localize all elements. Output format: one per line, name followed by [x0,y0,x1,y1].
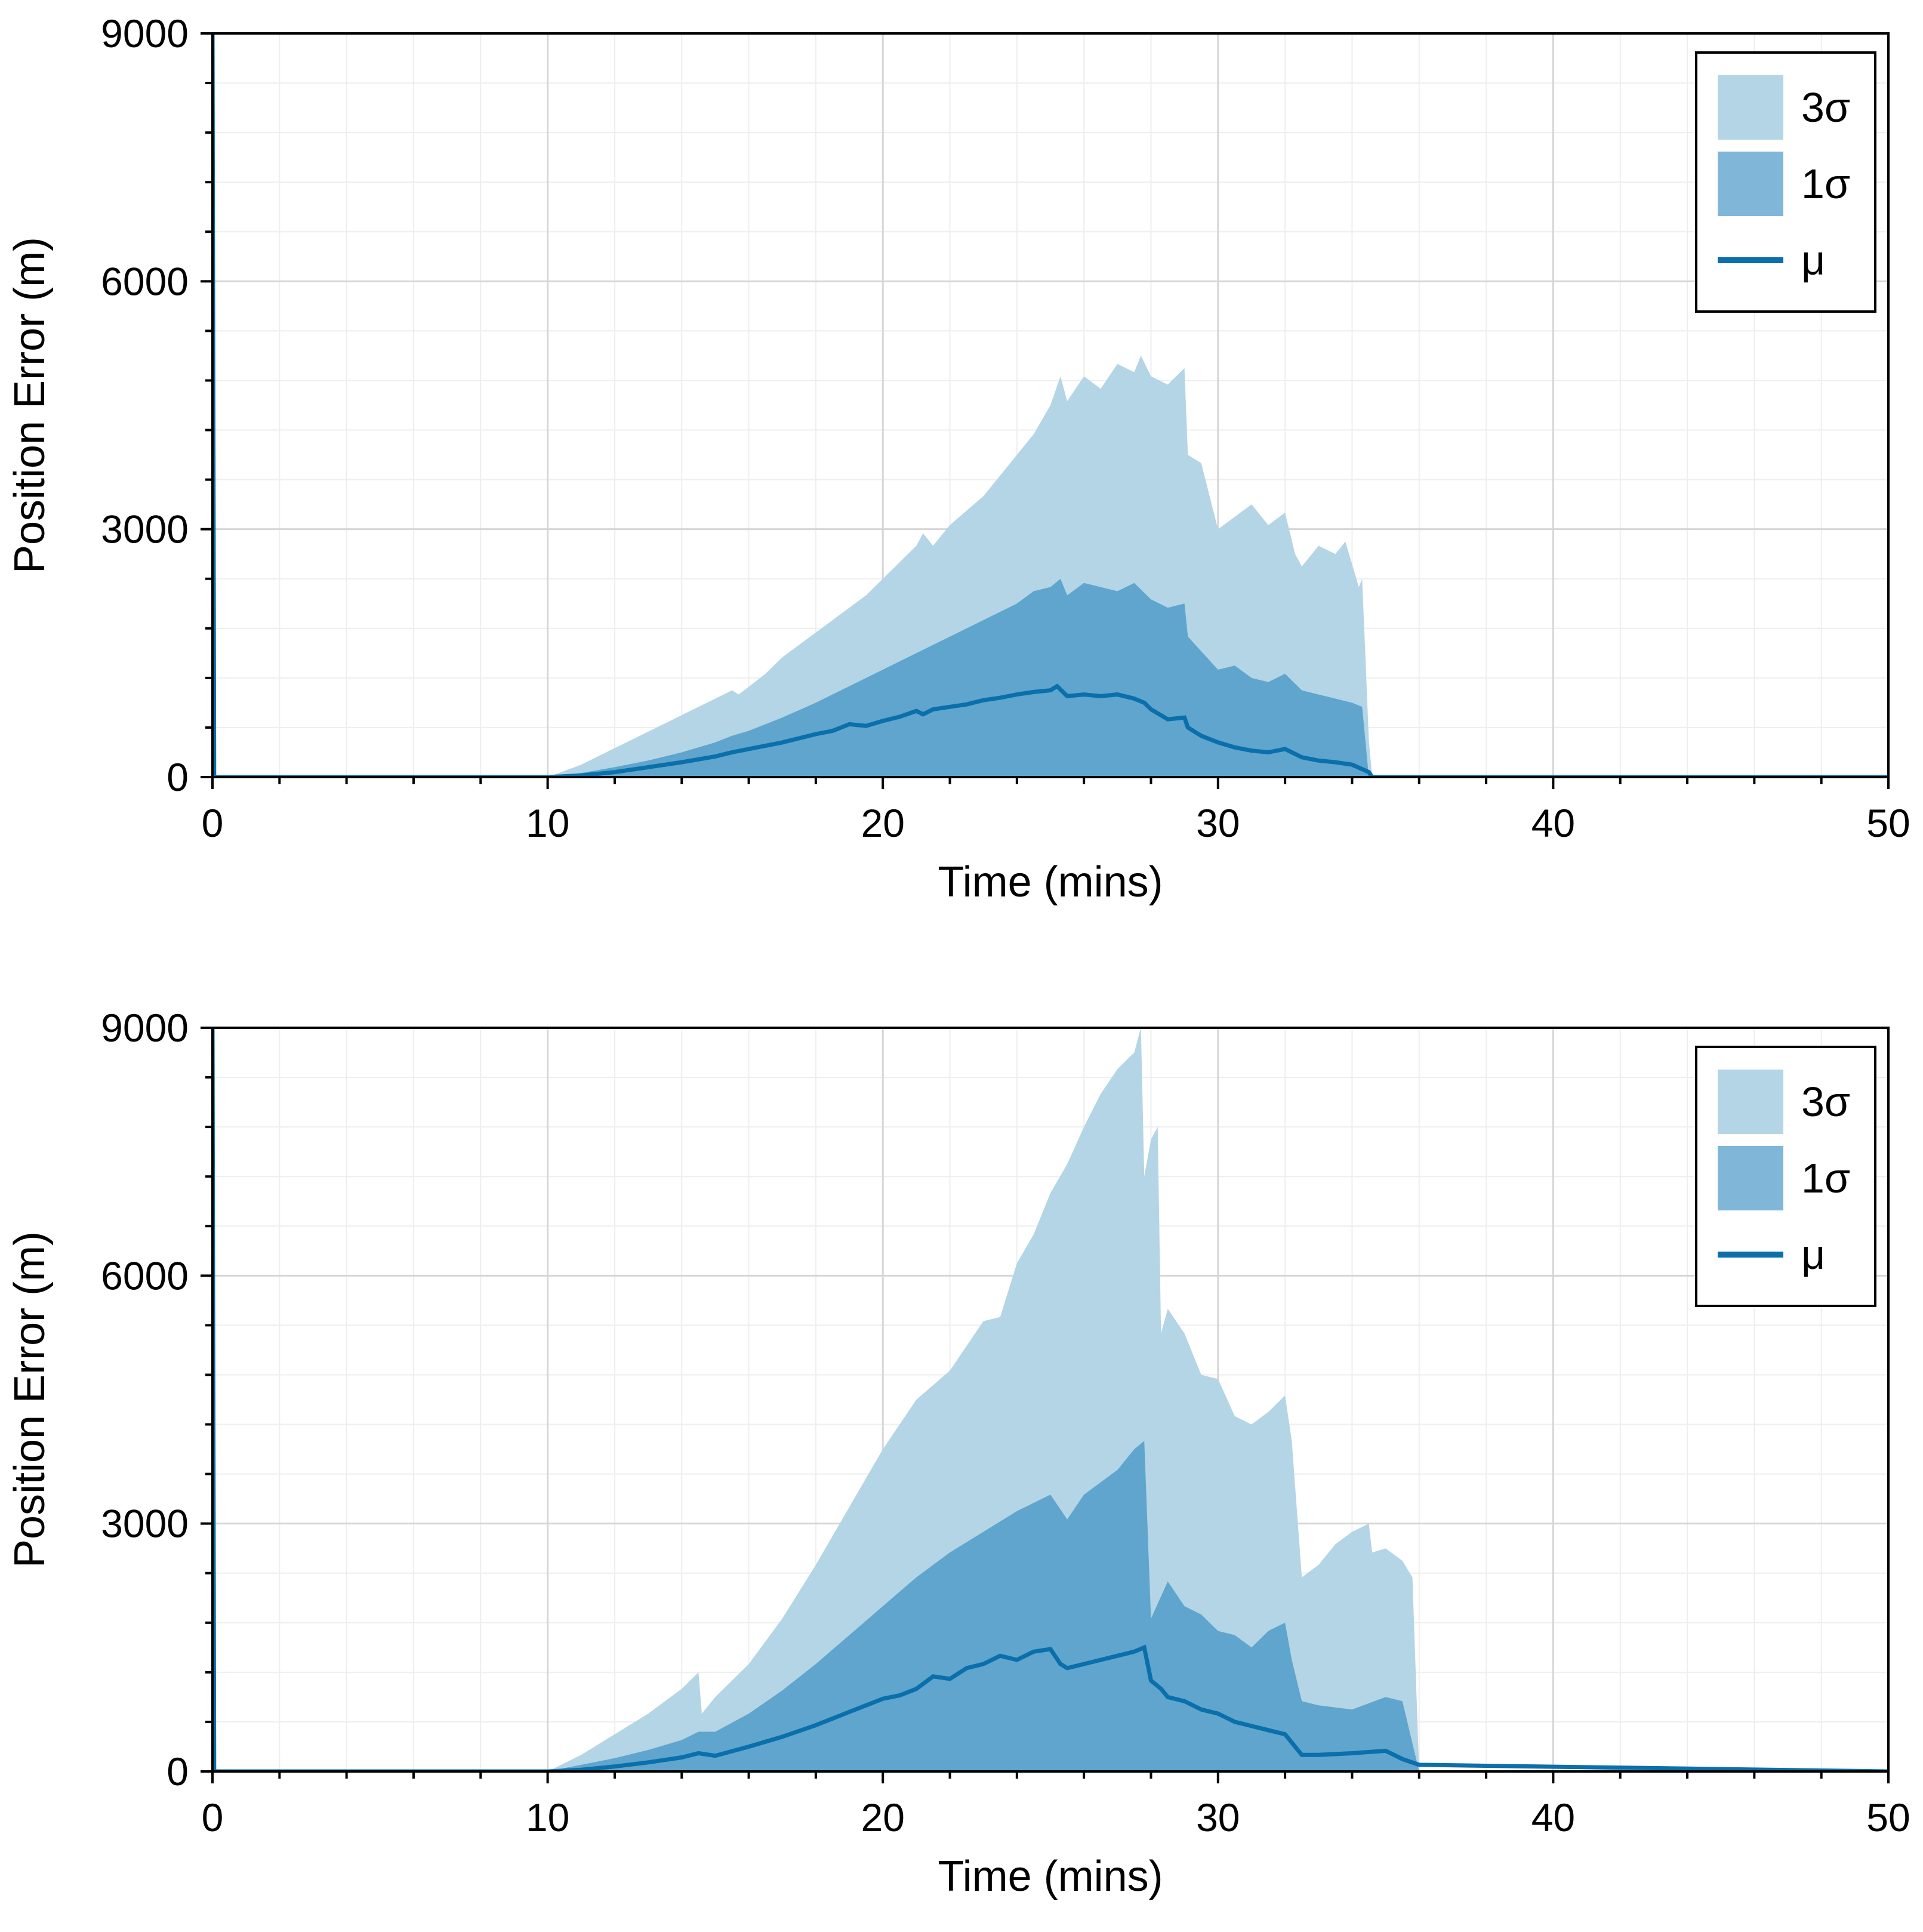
axes-frame [211,32,1890,778]
legend-label: μ [1801,1231,1825,1278]
legend-swatch-3sigma [1718,1070,1783,1134]
y-tick-label: 9000 [101,11,189,56]
x-tick-label: 10 [526,801,569,845]
x-tick-label: 20 [861,1795,904,1839]
x-tick-label: 0 [202,801,224,845]
x-tick-label: 30 [1196,1795,1240,1839]
x-tick-label: 0 [202,1795,224,1839]
x-tick-label: 10 [526,1795,569,1839]
legend-label: 1σ [1801,161,1850,207]
legend-swatch-3sigma [1718,75,1783,140]
legend-swatch-1sigma [1718,152,1783,216]
mean-line [212,1028,1888,1771]
x-axis-label: Time (mins) [938,1853,1163,1900]
y-tick-label: 0 [167,1749,189,1794]
ticks [201,32,1890,789]
mean-line [212,33,1888,777]
y-tick-label: 0 [167,755,189,799]
legend-label: 1σ [1801,1155,1850,1201]
band-1sigma [547,1441,1419,1771]
x-tick-label: 50 [1866,1795,1910,1839]
y-tick-label: 9000 [101,1006,189,1050]
axes-frame [211,1027,1890,1773]
ticks [201,1027,1890,1783]
legend-swatch-1sigma [1718,1146,1783,1210]
x-tick-label: 20 [861,801,904,845]
series-group [212,33,1888,777]
chart-panel-bottom: 0 10 20 30 40 50 0 3000 6000 9000 Time (mins) Posit… [6,1006,1910,1900]
legend-label: μ [1801,237,1825,284]
series-group [212,1028,1888,1771]
y-axis-label: Position Error (m) [6,237,54,574]
x-tick-label: 40 [1531,801,1575,845]
x-tick-label: 50 [1866,801,1910,845]
y-tick-label: 6000 [101,259,189,303]
x-axis-label: Time (mins) [938,858,1163,906]
x-tick-label: 30 [1196,801,1240,845]
x-tick-label: 40 [1531,1795,1575,1839]
band-3sigma [547,1028,1419,1771]
y-tick-label: 3000 [101,507,189,551]
legend: 3σ 1σ μ [1695,51,1876,313]
legend-label: 3σ [1801,84,1850,131]
y-tick-label: 3000 [101,1502,189,1546]
legend: 3σ 1σ μ [1695,1046,1876,1307]
y-axis-label: Position Error (m) [6,1231,54,1568]
legend-label: 3σ [1801,1079,1850,1125]
band-1sigma [547,578,1369,777]
y-tick-label: 6000 [101,1253,189,1298]
chart-panel-top: 0 10 20 30 40 50 0 3000 6000 9000 Time (mins) Posit… [6,11,1910,906]
